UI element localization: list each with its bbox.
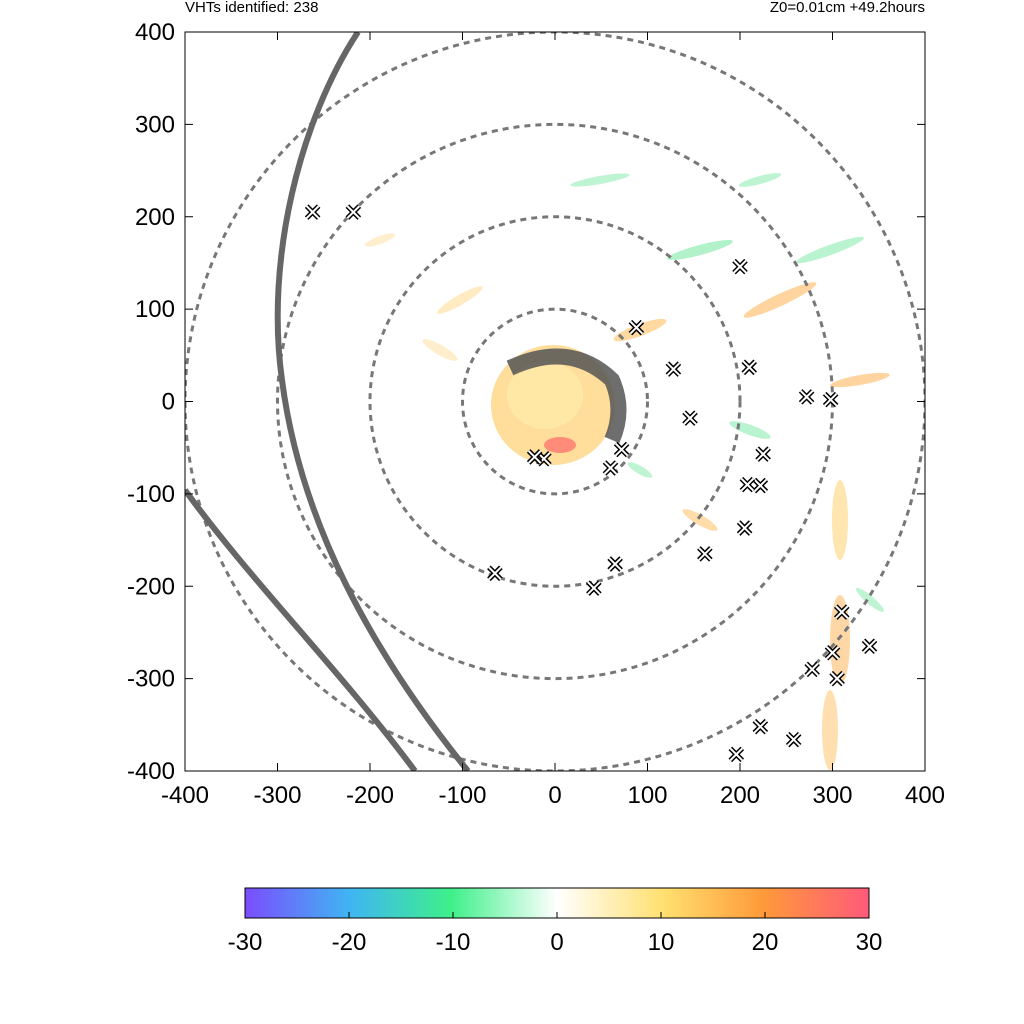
vht-marker	[697, 546, 713, 562]
x-axis: -400 -300 -200 -100 0 100 200 300 400	[161, 32, 945, 809]
vht-marker	[665, 361, 682, 377]
y-tick-label: 300	[135, 111, 175, 138]
y-tick-label: -300	[127, 666, 175, 693]
band-shading	[570, 173, 630, 187]
vht-marker	[613, 441, 630, 458]
plot-area	[185, 32, 925, 771]
colorbar-tick-label: -10	[436, 929, 471, 956]
x-tick-label: 300	[812, 782, 852, 809]
colorbar-tick-label: -30	[228, 929, 263, 956]
vht-marker	[752, 718, 769, 735]
vht-marker	[736, 520, 753, 536]
colorbar-tick-label: 30	[856, 929, 883, 956]
x-tick-label: 400	[905, 782, 945, 809]
range-ring	[461, 307, 649, 496]
x-tick-label: -100	[438, 782, 486, 809]
vht-marker	[607, 556, 623, 572]
colorbar-tick-label: 0	[550, 929, 563, 956]
shading-field	[364, 173, 890, 770]
y-tick-label: 200	[135, 204, 175, 231]
band-shading	[364, 233, 396, 247]
eyewall-arc	[506, 348, 627, 444]
band-shading	[437, 286, 483, 314]
vht-marker	[822, 391, 839, 408]
band-shading	[667, 239, 733, 261]
range-ring	[368, 215, 742, 588]
vht-marker	[487, 565, 503, 582]
band-shading	[422, 339, 458, 361]
eye-inner-shading	[507, 361, 583, 429]
track-line	[274, 32, 471, 771]
z0-time-label: Z0=0.01cm +49.2hours	[770, 0, 925, 16]
vht-marker	[741, 359, 758, 376]
vht-marker	[732, 258, 748, 275]
track-line	[185, 488, 418, 771]
vht-marker	[602, 460, 619, 476]
x-tick-label: 200	[720, 782, 760, 809]
vht-marker	[755, 446, 771, 462]
vht-marker	[728, 746, 745, 763]
vht-marker	[526, 449, 543, 465]
x-tick-label: -300	[253, 782, 301, 809]
vht-marker	[824, 644, 841, 661]
vht-marker	[804, 661, 820, 678]
y-tick-label: -200	[127, 573, 175, 600]
vht-marker	[628, 319, 645, 336]
vht-marker	[345, 204, 362, 220]
x-tick-label: 0	[548, 782, 561, 809]
band-shading	[682, 509, 718, 531]
band-shading	[822, 690, 838, 770]
x-tick-label: -400	[161, 782, 209, 809]
band-shading	[832, 480, 848, 560]
vht-marker	[304, 204, 321, 220]
band-shading	[830, 372, 890, 388]
x-tick-label: -200	[346, 782, 394, 809]
colorbar-tick-label: -20	[332, 929, 367, 956]
band-shading	[627, 462, 653, 478]
band-shading	[743, 282, 817, 318]
y-tick-label: -400	[127, 758, 175, 785]
band-shading	[738, 173, 782, 187]
vht-marker	[833, 604, 850, 620]
vht-marker	[861, 638, 878, 655]
y-axis: 400 300 200 100 0 -100 -200 -300 -400	[127, 19, 925, 785]
vht-marker	[829, 670, 845, 687]
band-shading	[796, 236, 864, 264]
y-tick-label: 400	[135, 19, 175, 46]
vht-marker	[785, 731, 802, 748]
vht-marker	[798, 389, 815, 405]
y-tick-label: 0	[162, 389, 175, 416]
colorbar-tick-label: 10	[648, 929, 675, 956]
x-tick-label: 100	[627, 782, 667, 809]
vht-marker	[752, 477, 769, 494]
vht-markers	[304, 204, 878, 763]
eye-hotspot-shading	[544, 437, 576, 453]
y-tick-label: -100	[127, 481, 175, 508]
band-shading	[855, 588, 885, 612]
vht-marker	[739, 476, 756, 493]
y-tick-label: 100	[135, 296, 175, 323]
vht-marker	[586, 580, 602, 596]
vht-marker	[682, 410, 698, 426]
colorbar-tick-label: 20	[752, 929, 779, 956]
vht-count-label: VHTs identified: 238	[185, 0, 318, 16]
colorbar-axis: -30 -20 -10 0 10 20 30	[228, 912, 883, 956]
